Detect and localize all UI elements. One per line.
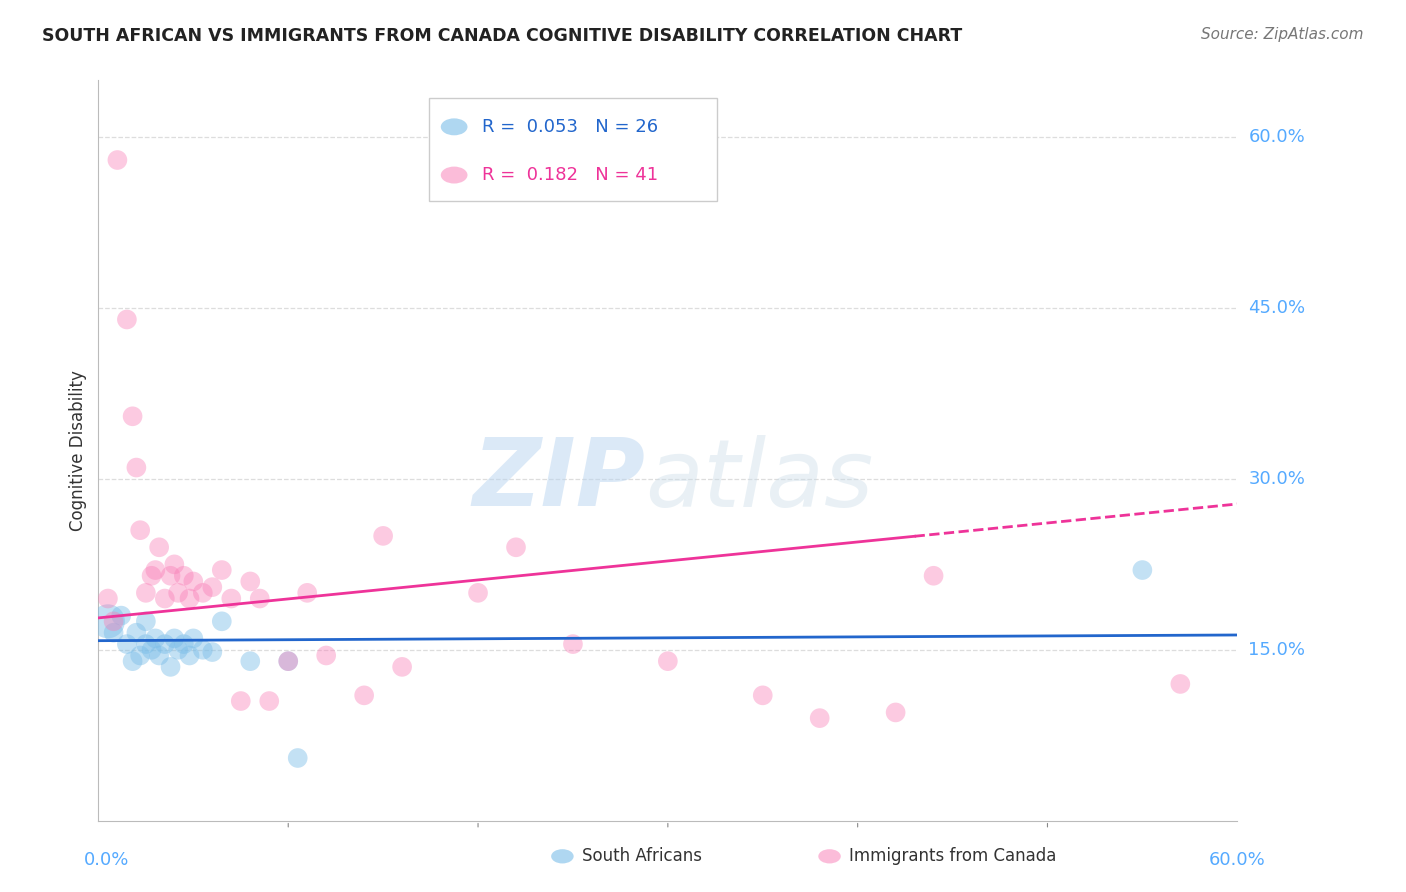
Point [167,586,190,600]
Point [145,563,167,577]
Text: 15.0%: 15.0% [1249,640,1305,659]
Point [153,637,176,651]
Point [145,632,167,646]
Point [922,568,945,582]
Point [287,751,309,765]
Point [141,568,163,582]
Point [173,568,195,582]
Point [173,637,195,651]
Point [159,660,181,674]
Point [115,637,138,651]
Text: atlas: atlas [645,434,873,525]
Point [179,591,201,606]
Point [1132,563,1154,577]
Text: 45.0%: 45.0% [1249,299,1306,317]
Point [201,580,224,594]
Point [191,586,214,600]
Point [211,563,233,577]
Point [110,608,132,623]
Point [249,591,271,606]
Point [129,648,152,663]
Point [97,615,120,629]
Text: R =  0.182   N = 41: R = 0.182 N = 41 [482,166,658,184]
Point [221,591,243,606]
Point [191,642,214,657]
Point [167,642,190,657]
Point [259,694,281,708]
Point [183,632,205,646]
Point [148,648,170,663]
Point [135,637,157,651]
Point [107,153,129,167]
Text: Immigrants from Canada: Immigrants from Canada [849,847,1056,865]
Point [239,654,262,668]
Point [141,642,163,657]
Point [135,615,157,629]
Text: 0.0%: 0.0% [84,851,129,869]
Point [135,586,157,600]
Point [97,591,120,606]
Point [297,586,319,600]
Text: Source: ZipAtlas.com: Source: ZipAtlas.com [1201,27,1364,42]
Text: ZIP: ZIP [472,434,645,526]
Text: South Africans: South Africans [582,847,702,865]
Point [239,574,262,589]
Point [229,694,252,708]
Point [211,615,233,629]
Point [371,529,394,543]
Point [121,654,143,668]
Point [562,637,585,651]
Point [201,645,224,659]
Text: R =  0.053   N = 26: R = 0.053 N = 26 [482,118,658,136]
Text: 30.0%: 30.0% [1249,470,1305,488]
Text: 60.0%: 60.0% [1209,851,1265,869]
Point [391,660,413,674]
Point [163,632,186,646]
Point [121,409,143,424]
Point [752,689,775,703]
Point [125,625,148,640]
Point [657,654,679,668]
Point [315,648,337,663]
Point [277,654,299,668]
Point [163,558,186,572]
Point [808,711,831,725]
Point [505,541,527,555]
Point [183,574,205,589]
Point [153,591,176,606]
Text: SOUTH AFRICAN VS IMMIGRANTS FROM CANADA COGNITIVE DISABILITY CORRELATION CHART: SOUTH AFRICAN VS IMMIGRANTS FROM CANADA … [42,27,963,45]
Point [125,460,148,475]
Point [179,648,201,663]
Point [277,654,299,668]
Text: 60.0%: 60.0% [1249,128,1305,146]
Point [1170,677,1192,691]
Y-axis label: Cognitive Disability: Cognitive Disability [69,370,87,531]
Point [884,706,907,720]
Point [353,689,375,703]
Point [115,312,138,326]
Point [467,586,489,600]
Point [129,523,152,537]
Point [103,625,125,640]
Point [159,568,181,582]
Point [103,615,125,629]
Point [148,541,170,555]
